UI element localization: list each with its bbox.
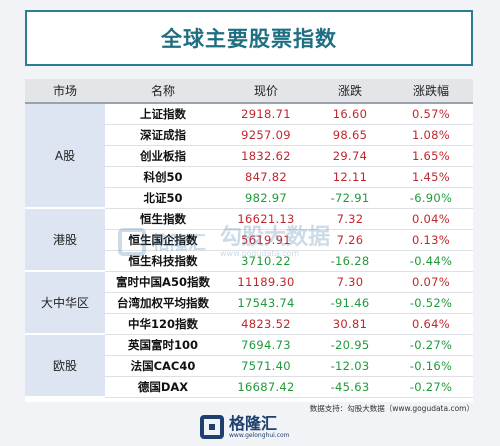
pct-cell: 0.57% <box>389 103 473 125</box>
price-cell: 5619.91 <box>221 229 311 251</box>
header-price: 现价 <box>221 79 311 104</box>
region-cell: 港股 <box>25 208 105 272</box>
table-row: 创业板指 1832.62 29.74 1.65% <box>25 145 473 167</box>
table-row: A股 上证指数 2918.71 16.60 0.57% <box>25 103 473 209</box>
price-cell: 17543.74 <box>221 292 311 314</box>
pct-cell: 0.64% <box>389 313 473 335</box>
footer-logo: 格隆汇 www.gelonghui.com <box>200 412 290 442</box>
data-source-note: 数据支持：勾股大数据（www.gogudata.com） <box>309 404 474 413</box>
pct-cell: 0.07% <box>389 271 473 293</box>
change-cell: 98.65 <box>311 124 389 146</box>
table-row: 港股 恒生指数 16621.13 7.32 0.04% <box>25 208 473 272</box>
change-cell: 7.32 <box>311 208 389 230</box>
table-row: 恒生国企指数 5619.91 7.26 0.13% <box>25 229 473 251</box>
change-cell: -72.91 <box>311 187 389 209</box>
name-cell: 恒生科技指数 <box>105 250 221 272</box>
table-row: 科创50 847.82 12.11 1.45% <box>25 166 473 188</box>
table-row: 恒生科技指数 3710.22 -16.28 -0.44% <box>25 250 473 272</box>
pct-cell: -0.27% <box>389 376 473 398</box>
index-table-container: 市场 名称 现价 涨跌 涨跌幅 A股 上证指数 2918.71 16.60 0.57% 深… <box>25 79 473 402</box>
index-table: 市场 名称 现价 涨跌 涨跌幅 A股 上证指数 2918.71 16.60 0.57% 深… <box>25 79 473 398</box>
pct-cell: 1.08% <box>389 124 473 146</box>
region-cell: 大中华区 <box>25 271 105 335</box>
name-cell: 恒生国企指数 <box>105 229 221 251</box>
header-pct: 涨跌幅 <box>389 79 473 104</box>
change-cell: -91.46 <box>311 292 389 314</box>
name-cell: 创业板指 <box>105 145 221 167</box>
table-body: A股 上证指数 2918.71 16.60 0.57% 深证成指 9257.09 98.65 1… <box>25 103 473 398</box>
title-box: 全球主要股票指数 <box>25 10 473 66</box>
header-market: 市场 <box>25 79 105 104</box>
pct-cell: -0.27% <box>389 334 473 356</box>
price-cell: 982.97 <box>221 187 311 209</box>
header-row: 市场 名称 现价 涨跌 涨跌幅 <box>25 79 473 104</box>
logo-name: 格隆汇 <box>229 413 278 433</box>
region-cell: A股 <box>25 103 105 209</box>
change-cell: 29.74 <box>311 145 389 167</box>
pct-cell: -6.90% <box>389 187 473 209</box>
name-cell: 德国DAX <box>105 376 221 398</box>
price-cell: 7694.73 <box>221 334 311 356</box>
pct-cell: -0.52% <box>389 292 473 314</box>
price-cell: 847.82 <box>221 166 311 188</box>
change-cell: -45.63 <box>311 376 389 398</box>
price-cell: 16687.42 <box>221 376 311 398</box>
change-cell: 7.30 <box>311 271 389 293</box>
table-row: 深证成指 9257.09 98.65 1.08% <box>25 124 473 146</box>
pct-cell: 0.13% <box>389 229 473 251</box>
name-cell: 科创50 <box>105 166 221 188</box>
header-name: 名称 <box>105 79 221 104</box>
pct-cell: 1.65% <box>389 145 473 167</box>
price-cell: 3710.22 <box>221 250 311 272</box>
table-row: 中华120指数 4823.52 30.81 0.64% <box>25 313 473 335</box>
table-row: 德国DAX 16687.42 -45.63 -0.27% <box>25 376 473 398</box>
pct-cell: -0.44% <box>389 250 473 272</box>
name-cell: 上证指数 <box>105 103 221 125</box>
table-row: 欧股 英国富时100 7694.73 -20.95 -0.27% <box>25 334 473 398</box>
page-title: 全球主要股票指数 <box>161 27 337 51</box>
change-cell: -16.28 <box>311 250 389 272</box>
region-cell: 欧股 <box>25 334 105 398</box>
pct-cell: 0.04% <box>389 208 473 230</box>
logo-mark-icon <box>200 415 224 439</box>
change-cell: -20.95 <box>311 334 389 356</box>
price-cell: 9257.09 <box>221 124 311 146</box>
change-cell: 12.11 <box>311 166 389 188</box>
pct-cell: 1.45% <box>389 166 473 188</box>
pct-cell: -0.16% <box>389 355 473 377</box>
name-cell: 恒生指数 <box>105 208 221 230</box>
name-cell: 中华120指数 <box>105 313 221 335</box>
table-row: 大中华区 富时中国A50指数 11189.30 7.30 0.07% <box>25 271 473 335</box>
header-change: 涨跌 <box>311 79 389 104</box>
table-row: 法国CAC40 7571.40 -12.03 -0.16% <box>25 355 473 377</box>
name-cell: 英国富时100 <box>105 334 221 356</box>
logo-url: www.gelonghui.com <box>229 431 290 439</box>
price-cell: 2918.71 <box>221 103 311 125</box>
name-cell: 富时中国A50指数 <box>105 271 221 293</box>
change-cell: 7.26 <box>311 229 389 251</box>
table-row: 台湾加权平均指数 17543.74 -91.46 -0.52% <box>25 292 473 314</box>
change-cell: 30.81 <box>311 313 389 335</box>
name-cell: 深证成指 <box>105 124 221 146</box>
price-cell: 11189.30 <box>221 271 311 293</box>
price-cell: 7571.40 <box>221 355 311 377</box>
change-cell: -12.03 <box>311 355 389 377</box>
price-cell: 1832.62 <box>221 145 311 167</box>
price-cell: 16621.13 <box>221 208 311 230</box>
change-cell: 16.60 <box>311 103 389 125</box>
table-row: 北证50 982.97 -72.91 -6.90% <box>25 187 473 209</box>
name-cell: 法国CAC40 <box>105 355 221 377</box>
name-cell: 台湾加权平均指数 <box>105 292 221 314</box>
name-cell: 北证50 <box>105 187 221 209</box>
price-cell: 4823.52 <box>221 313 311 335</box>
